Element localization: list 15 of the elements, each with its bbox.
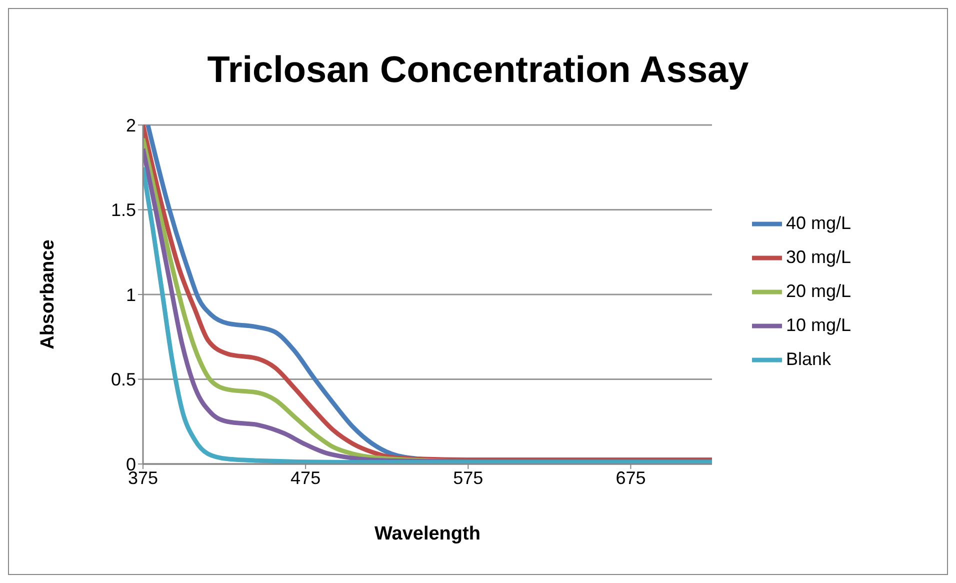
x-tick-label: 675 bbox=[616, 468, 646, 488]
x-tick-label: 475 bbox=[290, 468, 321, 488]
y-tick-label: 2 bbox=[126, 115, 136, 136]
legend-label: 20 mg/L bbox=[786, 281, 852, 302]
legend-label: 40 mg/L bbox=[786, 213, 852, 234]
legend-label: 30 mg/L bbox=[786, 247, 852, 268]
chart-title: Triclosan Concentration Assay bbox=[206, 49, 750, 91]
x-tick-label: 575 bbox=[453, 468, 484, 488]
y-tick-label: 1 bbox=[126, 284, 136, 305]
y-tick-label: 1.5 bbox=[110, 200, 136, 220]
legend-label: Blank bbox=[786, 349, 832, 370]
y-tick-label: 0.5 bbox=[110, 370, 136, 390]
x-axis-title: Wavelength bbox=[374, 523, 480, 544]
legend-label: 10 mg/L bbox=[786, 315, 852, 336]
y-axis-title: Absorbance bbox=[38, 240, 59, 350]
